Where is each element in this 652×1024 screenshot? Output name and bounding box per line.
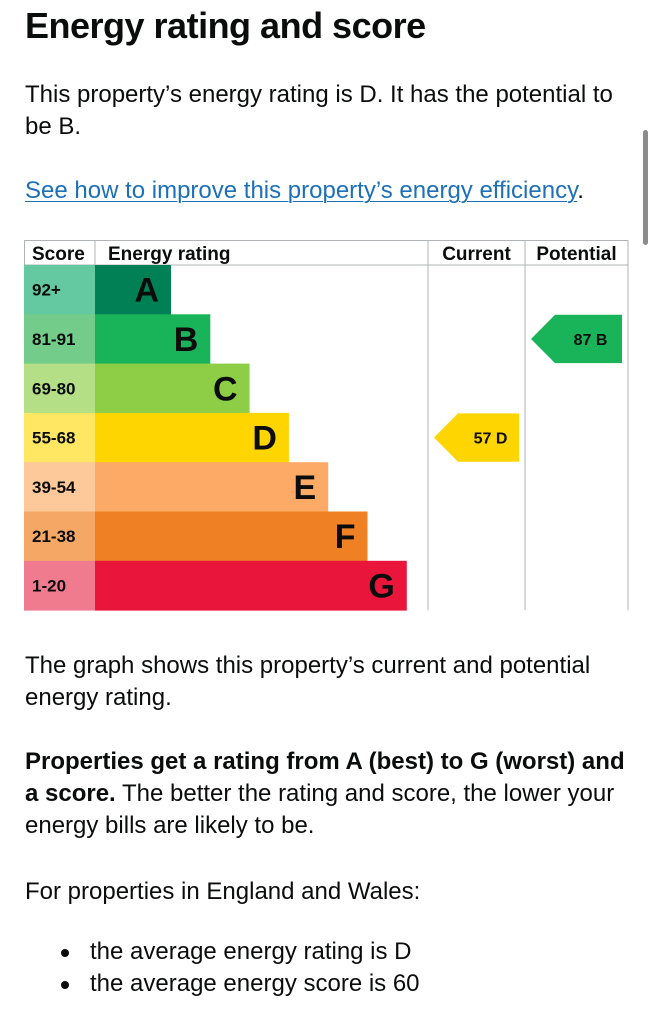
improve-efficiency-link[interactable]: See how to improve this property’s energ… <box>25 177 578 204</box>
current-rating-label: 57 D <box>474 431 508 448</box>
ratings-explanation-bold: Properties get a rating from A (best) to… <box>25 748 625 807</box>
score-cell-a <box>24 265 95 315</box>
rating-bar-d <box>95 412 289 463</box>
score-label-e: 39-54 <box>32 478 76 497</box>
score-cell-g <box>24 560 95 611</box>
rating-letter-b: B <box>174 321 199 359</box>
improve-link-suffix: . <box>577 177 584 204</box>
score-cell-c <box>24 363 95 414</box>
rating-letter-g: G <box>368 567 394 605</box>
score-label-g: 1-20 <box>32 576 66 595</box>
graph-description: The graph shows this property’s current … <box>25 652 591 711</box>
score-label-a: 92+ <box>32 281 61 300</box>
energy-rating-chart: Score Energy rating Current Potential 92+ A 81… <box>24 240 629 611</box>
page-title: Energy rating and score <box>25 5 426 46</box>
rating-bar-c <box>95 363 250 414</box>
average-list: the average energy rating is D the avera… <box>25 936 630 1000</box>
scrollbar[interactable] <box>643 130 648 245</box>
score-cell-d <box>24 412 95 463</box>
rating-letter-a: A <box>134 272 159 310</box>
rating-letter-e: E <box>294 469 317 507</box>
average-rating-text: the average energy rating is D <box>90 938 412 965</box>
potential-rating-label: 87 B <box>574 332 608 349</box>
ratings-explanation: Properties get a rating from A (best) to… <box>25 746 630 842</box>
current-rating-arrow <box>434 413 519 462</box>
bullet-icon <box>61 949 69 957</box>
rating-bar-f <box>95 511 368 562</box>
score-cell-e <box>24 462 95 512</box>
score-cell-f <box>24 511 95 562</box>
bullet-icon <box>61 981 69 989</box>
rating-letter-d: D <box>252 420 277 458</box>
ratings-explanation-rest: The better the rating and score, the low… <box>25 780 615 839</box>
score-cell-b <box>24 314 95 365</box>
header-energy-rating: Energy rating <box>108 244 230 265</box>
rating-bar-g <box>95 560 407 611</box>
rating-bar-e <box>95 462 329 512</box>
rating-letter-f: F <box>335 518 356 556</box>
potential-rating-arrow <box>531 314 622 364</box>
england-wales-intro: For properties in England and Wales: <box>25 878 421 905</box>
score-label-c: 69-80 <box>32 379 75 398</box>
score-label-b: 81-91 <box>32 330 75 349</box>
header-current: Current <box>442 244 511 265</box>
score-label-d: 55-68 <box>32 429 75 448</box>
list-item: the average energy score is 60 <box>25 968 630 1000</box>
rating-letter-c: C <box>213 370 238 408</box>
improve-paragraph: See how to improve this property’s energ… <box>25 175 630 207</box>
average-score-text: the average energy score is 60 <box>90 970 420 997</box>
rating-bar-a <box>95 265 171 315</box>
score-label-f: 21-38 <box>32 527 75 546</box>
list-item: the average energy rating is D <box>25 936 630 968</box>
rating-summary: This property’s energy rating is D. It h… <box>25 81 613 140</box>
header-score: Score <box>32 244 85 265</box>
header-potential: Potential <box>536 244 616 265</box>
rating-bar-b <box>95 314 211 365</box>
